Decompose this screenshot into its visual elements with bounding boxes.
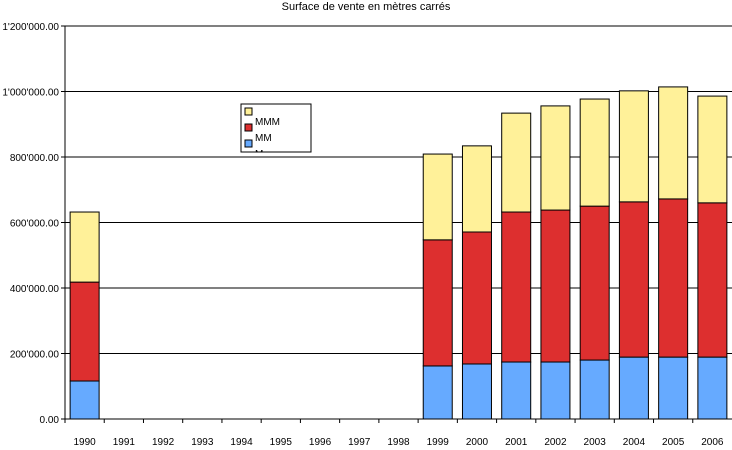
y-tick-label: 600'000.00 — [10, 219, 60, 230]
bar-segment-mmm — [501, 112, 532, 213]
legend-swatch — [244, 139, 253, 148]
x-tick-label: 1996 — [309, 437, 332, 448]
y-tick-label: 400'000.00 — [10, 284, 60, 295]
bar-segment-m — [422, 365, 453, 420]
bar-segment-mmm — [579, 98, 610, 207]
legend-label: M — [255, 149, 263, 160]
x-tick-label: 1997 — [348, 437, 371, 448]
y-tick-label: 800'000.00 — [10, 153, 60, 164]
bar-segment-m — [579, 359, 610, 420]
bar-segment-mm — [579, 205, 610, 361]
bar-segment-mmm — [461, 145, 492, 233]
bar-segment-m — [69, 380, 100, 420]
bar-segment-m — [697, 356, 728, 420]
x-tick-label: 1992 — [152, 437, 175, 448]
x-tick-label: 1993 — [191, 437, 214, 448]
x-tick-label: 2003 — [584, 437, 607, 448]
bar-segment-mm — [422, 239, 453, 367]
bar-segment-m — [540, 361, 571, 420]
x-tick-label: 1998 — [387, 437, 410, 448]
bar-segment-mm — [697, 202, 728, 358]
bar-segment-mm — [69, 281, 100, 382]
bar-segment-mm — [540, 209, 571, 363]
y-tick-label: 200'000.00 — [10, 350, 60, 361]
x-tick-label: 2006 — [701, 437, 724, 448]
bar-segment-mm — [658, 198, 689, 358]
bar-segment-m — [658, 356, 689, 420]
y-tick-label: 1'000'000.00 — [2, 88, 59, 99]
legend-swatch — [244, 107, 253, 116]
bar-segment-m — [618, 356, 649, 420]
bar-segment-mm — [461, 231, 492, 365]
bar-segment-mmm — [658, 86, 689, 200]
x-tick-label: 2001 — [505, 437, 528, 448]
bar-segment-m — [501, 361, 532, 420]
bar-segment-mmm — [540, 105, 571, 211]
y-tick-label: 1'200'000.00 — [2, 22, 59, 33]
bar-segment-mm — [501, 211, 532, 363]
x-tick-label: 1991 — [113, 437, 136, 448]
y-tick-label: 0.00 — [40, 415, 60, 426]
chart-title: Surface de vente en mètres carrés — [281, 1, 451, 13]
bar-segment-mmm — [618, 90, 649, 203]
legend-label: MMM — [255, 117, 280, 128]
legend-label: MM — [255, 133, 272, 144]
x-tick-label: 2005 — [662, 437, 685, 448]
bar-segment-mmm — [422, 153, 453, 241]
bar-segment-mm — [618, 201, 649, 358]
x-tick-label: 2002 — [544, 437, 567, 448]
bar-segment-mmm — [69, 211, 100, 283]
x-tick-label: 1999 — [427, 437, 450, 448]
legend-box — [240, 103, 312, 153]
bar-segment-m — [461, 363, 492, 420]
x-tick-label: 2004 — [623, 437, 646, 448]
x-tick-label: 1995 — [270, 437, 293, 448]
legend-swatch — [244, 123, 253, 132]
x-tick-label: 1994 — [230, 437, 253, 448]
bar-segment-mmm — [697, 95, 728, 204]
x-tick-label: 1990 — [73, 437, 96, 448]
x-tick-label: 2000 — [466, 437, 489, 448]
